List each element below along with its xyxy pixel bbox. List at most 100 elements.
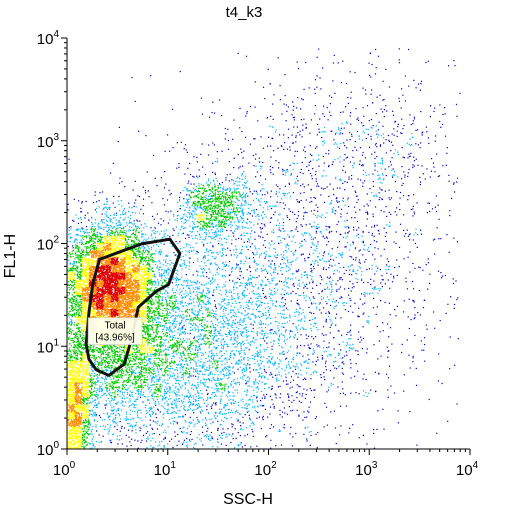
event-point xyxy=(119,308,121,311)
event-point xyxy=(93,238,95,240)
event-point xyxy=(78,328,80,330)
event-point xyxy=(94,308,96,310)
event-point xyxy=(110,258,112,261)
event-point xyxy=(121,302,124,305)
event-point xyxy=(114,250,116,253)
event-point xyxy=(104,376,106,378)
event-point xyxy=(73,267,75,269)
event-point xyxy=(91,223,93,225)
event-point xyxy=(155,261,157,263)
event-point xyxy=(142,283,144,285)
event-point xyxy=(142,240,144,242)
event-point xyxy=(114,308,116,310)
event-point xyxy=(99,299,101,301)
event-point xyxy=(107,309,109,311)
event-point xyxy=(86,262,89,265)
event-point xyxy=(138,284,140,286)
event-point xyxy=(108,248,110,250)
event-point xyxy=(117,231,119,233)
event-point xyxy=(100,237,102,239)
event-point xyxy=(67,322,69,324)
event-point xyxy=(112,284,114,286)
event-point xyxy=(128,222,130,224)
event-point xyxy=(88,220,90,222)
event-point xyxy=(85,275,87,277)
event-point xyxy=(92,237,94,239)
event-point xyxy=(72,307,74,309)
event-point xyxy=(103,308,105,310)
event-point xyxy=(133,279,135,281)
event-point xyxy=(133,205,135,207)
event-point xyxy=(78,303,80,306)
event-point xyxy=(115,290,117,292)
event-point xyxy=(91,247,93,249)
event-point xyxy=(111,280,113,282)
event-point xyxy=(78,295,81,297)
event-point xyxy=(97,309,99,311)
event-point xyxy=(100,296,102,298)
event-point xyxy=(147,268,150,270)
event-point xyxy=(96,276,98,278)
event-point xyxy=(125,238,127,240)
event-point xyxy=(128,285,130,287)
event-point xyxy=(91,251,94,253)
event-point xyxy=(85,291,87,294)
event-point xyxy=(117,241,119,243)
event-point xyxy=(101,297,103,299)
event-point xyxy=(164,292,166,294)
event-point xyxy=(141,282,143,284)
event-point xyxy=(77,235,79,237)
event-point xyxy=(122,300,124,302)
event-point xyxy=(130,284,132,286)
event-point xyxy=(167,295,169,297)
event-point xyxy=(126,256,128,258)
event-point xyxy=(131,306,133,308)
event-point xyxy=(96,241,99,243)
event-point xyxy=(77,258,79,260)
event-point xyxy=(123,288,125,290)
event-point xyxy=(117,306,119,309)
event-point xyxy=(93,230,95,232)
event-point xyxy=(111,296,113,298)
event-point xyxy=(95,249,97,251)
event-point xyxy=(149,259,151,261)
event-point xyxy=(98,242,101,244)
event-point xyxy=(168,315,170,317)
event-point xyxy=(99,270,101,272)
event-point xyxy=(110,232,113,234)
event-point xyxy=(123,289,125,291)
event-point xyxy=(95,247,97,249)
event-point xyxy=(124,235,126,237)
event-point xyxy=(84,273,86,275)
event-point xyxy=(146,249,148,251)
event-point xyxy=(133,260,135,262)
event-point xyxy=(115,264,117,266)
event-point xyxy=(109,289,111,291)
event-point xyxy=(77,309,79,311)
event-point xyxy=(109,313,111,315)
event-point xyxy=(138,352,140,354)
event-point xyxy=(80,307,82,309)
event-point xyxy=(108,287,110,289)
event-point xyxy=(128,210,130,212)
event-point xyxy=(120,248,123,250)
event-point xyxy=(140,292,142,294)
event-point xyxy=(96,250,98,252)
event-point xyxy=(158,283,160,285)
event-point xyxy=(118,284,120,286)
event-point xyxy=(117,262,120,264)
event-point xyxy=(87,254,90,256)
event-point xyxy=(112,202,114,204)
event-point xyxy=(101,269,103,271)
event-point xyxy=(148,300,150,302)
event-point xyxy=(112,273,115,275)
event-point xyxy=(134,315,136,317)
event-point xyxy=(150,254,153,256)
event-point xyxy=(128,291,130,294)
event-point xyxy=(106,235,108,237)
event-point xyxy=(117,296,119,298)
event-point xyxy=(123,282,125,284)
event-point xyxy=(109,249,111,251)
event-point xyxy=(143,271,145,273)
event-point xyxy=(145,310,147,313)
